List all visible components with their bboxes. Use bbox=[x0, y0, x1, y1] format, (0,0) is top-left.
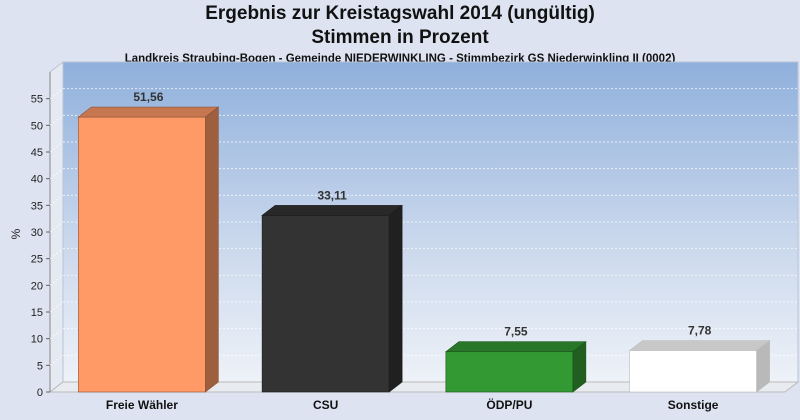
x-tick-label: Freie Wähler bbox=[106, 398, 178, 412]
y-tick-label: 10 bbox=[31, 334, 43, 346]
data-label: 51,56 bbox=[133, 90, 163, 104]
y-tick-label: 55 bbox=[31, 94, 43, 106]
bar-side bbox=[205, 106, 219, 393]
gridline-side bbox=[49, 354, 64, 366]
gridline-side bbox=[49, 328, 64, 340]
y-tick-label: 50 bbox=[31, 120, 43, 132]
gridline-side bbox=[49, 194, 64, 206]
gridline-side bbox=[49, 141, 64, 153]
y-tick-label: 20 bbox=[31, 280, 43, 292]
bar-top bbox=[628, 340, 771, 351]
bar-top bbox=[444, 341, 587, 353]
y-tick-label: 15 bbox=[31, 307, 43, 319]
data-label: 33,11 bbox=[317, 188, 347, 202]
bar-side bbox=[572, 341, 587, 393]
bar-top bbox=[77, 106, 220, 118]
bar-top bbox=[261, 205, 404, 216]
x-tick-label: ÖDP/PU bbox=[486, 397, 532, 412]
gridline-side bbox=[49, 221, 64, 233]
bar bbox=[261, 215, 390, 393]
x-tick-label: CSU bbox=[313, 398, 338, 412]
data-label: 7,78 bbox=[688, 324, 712, 338]
gridline-side bbox=[49, 114, 64, 126]
bar-side bbox=[756, 339, 770, 393]
bar bbox=[78, 116, 206, 393]
bar-side bbox=[388, 204, 403, 393]
gridline-side bbox=[49, 274, 64, 286]
data-label: 7,55 bbox=[504, 325, 528, 339]
y-tick-label: 5 bbox=[37, 360, 43, 372]
y-tick-label: 30 bbox=[31, 227, 43, 239]
chart-title-line2: Stimmen in Prozent bbox=[311, 27, 489, 48]
y-tick-label: 25 bbox=[31, 254, 43, 266]
chart-title: Ergebnis zur Kreistagswahl 2014 (ungülti… bbox=[205, 3, 595, 24]
gridline-side bbox=[49, 168, 64, 180]
bar bbox=[629, 350, 757, 393]
y-tick-label: 35 bbox=[31, 200, 43, 212]
y-tick-label: 45 bbox=[31, 147, 43, 159]
gridline-side bbox=[49, 88, 64, 100]
gridline-side bbox=[49, 248, 64, 260]
y-tick-label: 0 bbox=[37, 387, 43, 399]
y-axis-label: % bbox=[9, 228, 23, 239]
gridline-side bbox=[49, 301, 64, 313]
y-tick-label: 40 bbox=[31, 174, 43, 186]
x-tick-label: Sonstige bbox=[668, 398, 719, 412]
bar bbox=[445, 351, 574, 393]
